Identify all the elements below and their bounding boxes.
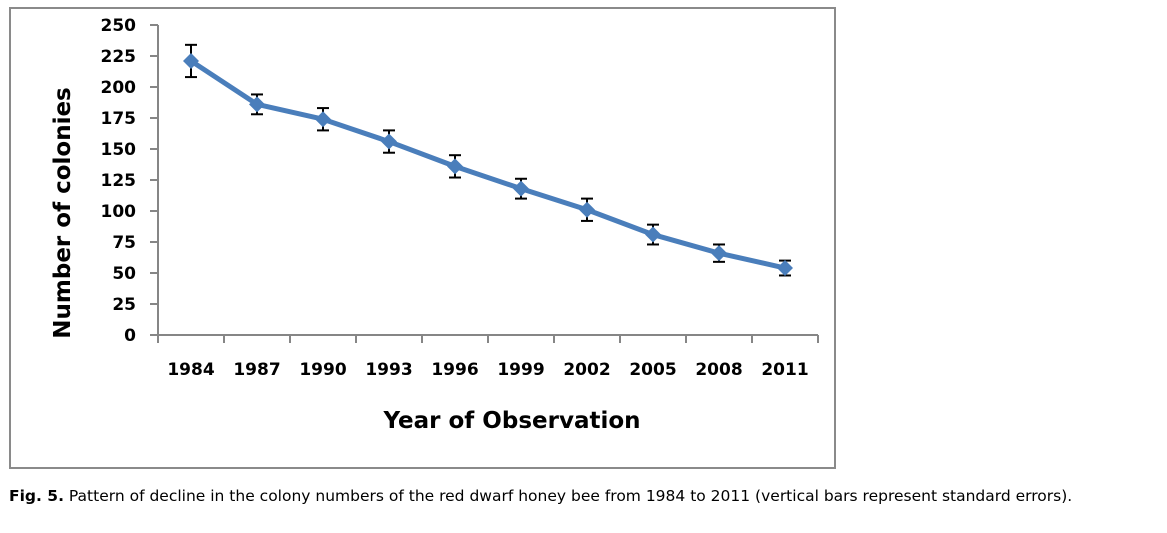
data-point-marker	[249, 96, 265, 113]
x-tick-label: 2002	[563, 360, 610, 380]
axes	[150, 25, 818, 336]
data-point-marker	[711, 245, 727, 262]
series-colony-numbers	[183, 43, 793, 277]
y-tick-label: 225	[101, 47, 137, 67]
y-tick-label: 0	[124, 326, 136, 346]
x-axis-title: Year of Observation	[382, 408, 640, 434]
y-tick-label: 75	[112, 233, 136, 253]
x-tick-label: 1987	[233, 360, 280, 380]
data-point-marker	[183, 52, 199, 69]
data-point-marker	[777, 260, 793, 277]
x-tick-label: 1993	[365, 360, 412, 380]
y-axis-ticks: 0 25 50 75 100 125 150 175 200 225 250	[101, 16, 158, 346]
y-tick-label: 250	[101, 16, 137, 36]
data-point-marker	[513, 180, 529, 197]
series-layer	[183, 43, 793, 277]
data-point-marker	[447, 158, 463, 175]
x-tick-label: 2008	[695, 360, 742, 380]
data-point-marker	[381, 133, 397, 150]
data-point-marker	[315, 111, 331, 128]
series-line	[189, 58, 786, 271]
x-tick-label: 2011	[761, 360, 808, 380]
x-tick-label: 1996	[431, 360, 478, 380]
figure-label: Fig. 5.	[9, 487, 64, 505]
y-tick-label: 25	[112, 295, 136, 315]
y-tick-label: 175	[101, 109, 137, 129]
y-tick-label: 125	[101, 171, 137, 191]
x-tick-label: 1990	[299, 360, 346, 380]
figure-caption: Fig. 5. Pattern of decline in the colony…	[9, 484, 1161, 508]
x-tick-label: 2005	[629, 360, 676, 380]
y-tick-label: 100	[101, 202, 137, 222]
data-point-marker	[579, 201, 595, 218]
chart-frame	[9, 7, 836, 469]
line-chart: 0 25 50 75 100 125 150 175 200 225 250 1984 1987 199…	[50, 16, 819, 434]
y-axis-title: Number of colonies	[50, 87, 76, 338]
y-tick-label: 150	[101, 140, 137, 160]
y-tick-label: 50	[112, 264, 136, 284]
x-tick-label: 1984	[167, 360, 214, 380]
y-tick-label: 200	[101, 78, 137, 98]
data-point-marker	[645, 226, 661, 243]
x-axis-ticks: 1984 1987 1990 1993 1996 1999 2002 2005 2008 2011	[157, 335, 819, 380]
x-tick-label: 1999	[497, 360, 544, 380]
caption-text: Pattern of decline in the colony numbers…	[63, 487, 1073, 505]
